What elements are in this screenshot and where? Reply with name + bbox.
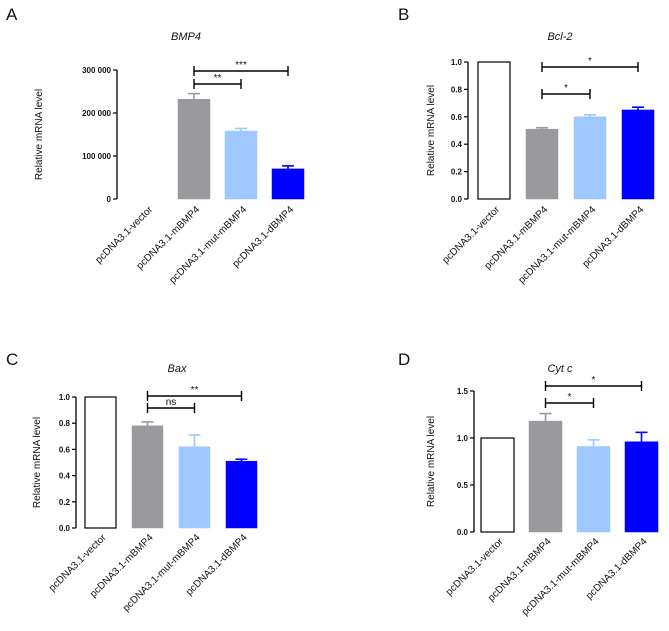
bar: [477, 61, 511, 200]
y-tick-label: 0.2: [59, 498, 71, 507]
y-tick-label: 0.4: [451, 140, 463, 149]
category-label: pcDNA3.1-mut-mBMP4: [520, 536, 602, 618]
bar: [573, 116, 607, 200]
y-tick-label: 0.8: [59, 419, 71, 428]
panel-letter: B: [398, 5, 409, 24]
category-label: pcDNA3.1-mut-mBMP4: [167, 204, 249, 286]
y-axis-label: Relative mRNA level: [426, 416, 437, 507]
chart-panel-a: A BMP4 Relative mRNA level 0 100 000 200 000 3…: [6, 5, 305, 286]
bar: [224, 130, 258, 200]
panel-letter: C: [6, 350, 18, 369]
significance-label: ns: [166, 397, 177, 408]
y-tick-label: 300 000: [82, 66, 111, 75]
y-tick-label: 100 000: [82, 152, 111, 161]
bar: [225, 460, 258, 529]
y-tick-label: 0.8: [451, 85, 463, 94]
panel-letter: D: [398, 350, 410, 369]
y-tick-label: 0.6: [59, 445, 71, 454]
significance-label: **: [214, 73, 222, 84]
y-tick-label: 200 000: [82, 109, 111, 118]
chart-panel-b: B Bcl-2 Relative mRNA level 0.0 0.2 0.4 0.6 0.8…: [398, 5, 655, 286]
bar: [525, 128, 559, 200]
bar: [624, 441, 659, 533]
significance-label: *: [564, 83, 568, 94]
y-tick-label: 1.0: [451, 58, 463, 67]
significance-label: **: [191, 385, 199, 396]
panel-letter: A: [6, 5, 18, 24]
bar: [131, 425, 164, 529]
bar: [177, 98, 211, 200]
y-tick-label: 0.0: [59, 524, 71, 533]
category-label: pcDNA3.1-mut-mBMP4: [516, 204, 598, 286]
bar: [480, 437, 515, 533]
significance-label: *: [568, 392, 572, 403]
bar: [178, 446, 211, 529]
bar: [84, 396, 117, 529]
chart-title: Bcl-2: [547, 31, 572, 43]
y-tick-label: 1.0: [59, 393, 71, 402]
y-axis-label: Relative mRNA level: [34, 89, 45, 180]
significance-label: *: [592, 375, 596, 386]
bar: [271, 168, 305, 200]
y-tick-label: 0.0: [451, 195, 463, 204]
y-tick-label: 1.0: [457, 434, 469, 443]
chart-title: BMP4: [171, 31, 201, 43]
chart-panel-c: C Bax Relative mRNA level 0.0 0.2 0.4 0.6 0.8 1.…: [6, 350, 258, 614]
y-tick-label: 1.5: [457, 387, 469, 396]
y-tick-label: 0.0: [457, 528, 469, 537]
y-tick-label: 0.2: [451, 168, 463, 177]
bar: [528, 420, 563, 533]
bar: [576, 446, 611, 533]
category-label: pcDNA3.1-mut-mBMP4: [121, 532, 203, 614]
y-tick-label: 0.5: [457, 481, 469, 490]
y-tick-label: 0.6: [451, 113, 463, 122]
bar: [621, 109, 655, 200]
significance-label: *: [588, 56, 592, 67]
chart-title: Cyt c: [547, 363, 573, 375]
chart-title: Bax: [168, 363, 187, 375]
y-tick-label: 0.4: [59, 472, 71, 481]
y-tick-label: 0: [107, 195, 112, 204]
chart-panel-d: D Cyt c Relative mRNA level 0.0 0.5 1.0 1.5 pcD…: [398, 350, 659, 618]
y-axis-label: Relative mRNA level: [426, 85, 437, 176]
significance-label: ***: [235, 60, 247, 71]
y-axis-label: Relative mRNA level: [32, 417, 43, 508]
